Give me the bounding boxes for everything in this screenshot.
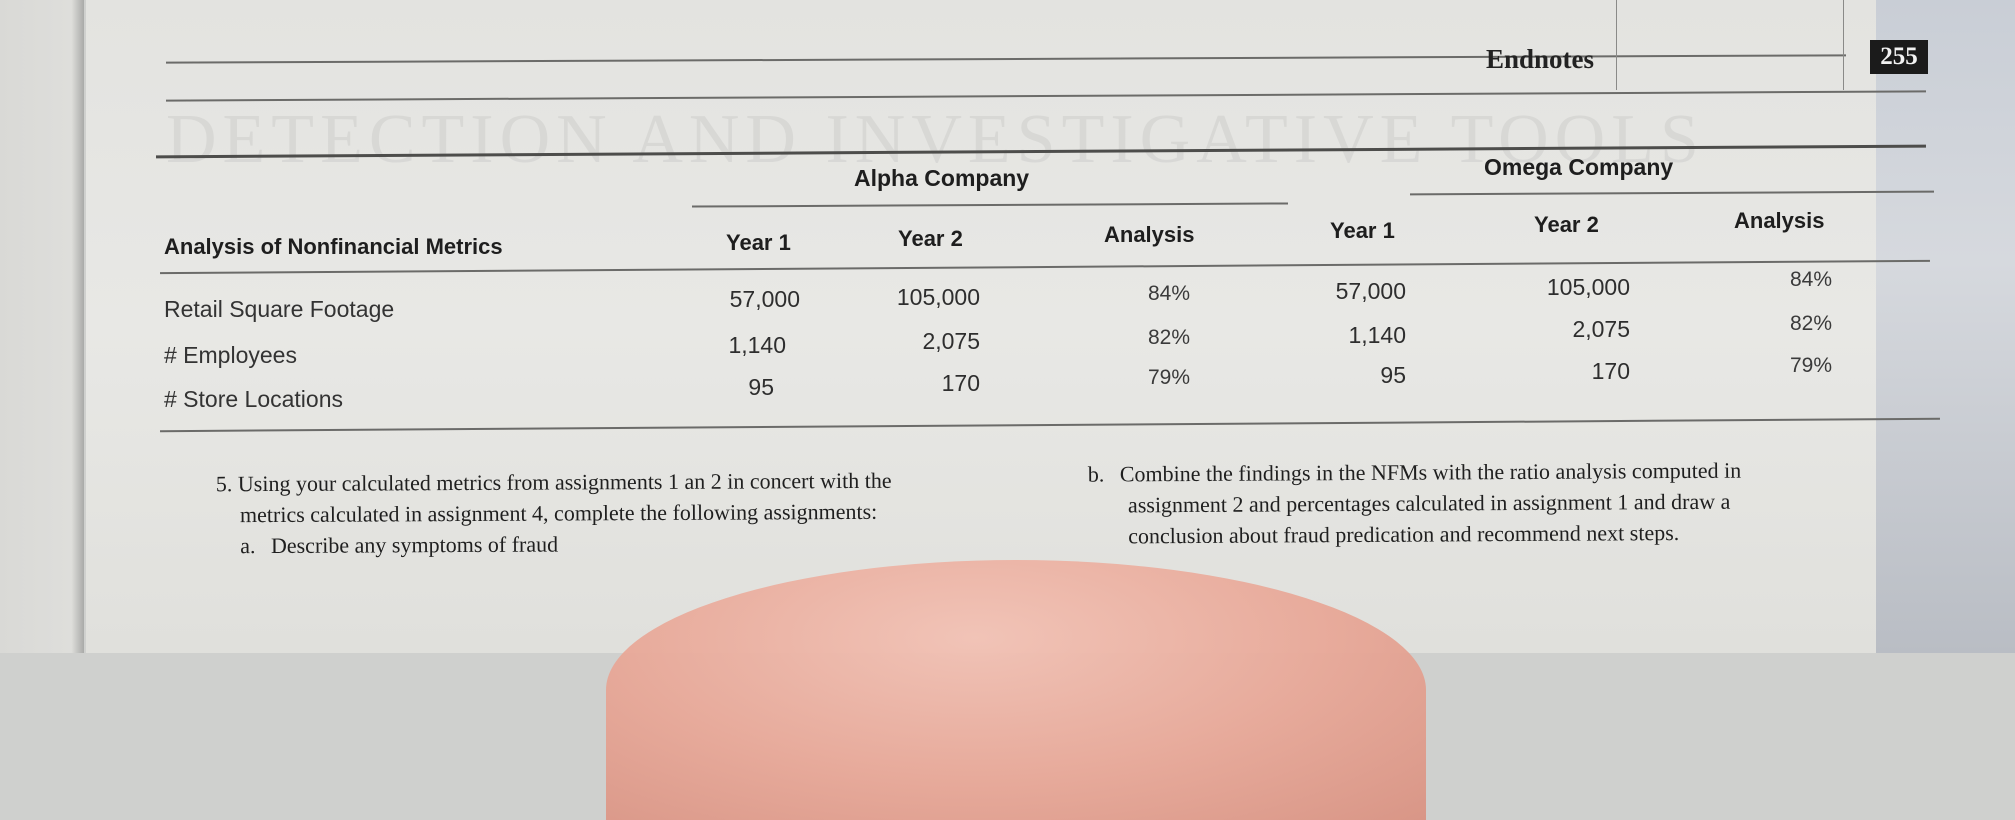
stub-column-header: Analysis of Nonfinancial Metrics: [164, 234, 503, 259]
alpha-year2-value: 2,075: [922, 328, 980, 354]
col-header-alpha-year1: Year 1: [726, 230, 791, 255]
header-divider: [1616, 0, 1617, 90]
question-5: 5. Using your calculated metrics from as…: [216, 464, 1096, 562]
group-header-alpha: Alpha Company: [854, 165, 1030, 191]
background-surface: [1855, 0, 2015, 653]
question-5-number: 5.: [215, 471, 233, 497]
omega-analysis-value: 79%: [1789, 354, 1832, 377]
header-divider-2: [1843, 0, 1844, 90]
col-header-omega-year2: Year 2: [1534, 212, 1599, 237]
col-header-omega-year1: Year 1: [1330, 218, 1395, 243]
omega-year2-value: 170: [1591, 358, 1630, 384]
running-header-title: Endnotes: [1486, 44, 1595, 74]
col-header-alpha-year2: Year 2: [898, 226, 963, 251]
omega-year1-value: 95: [1380, 362, 1406, 388]
omega-year2-value: 2,075: [1572, 316, 1630, 342]
row-label: # Employees: [164, 342, 297, 368]
bleed-through-text: DETECTION AND INVESTIGATIVE TOOLS: [166, 101, 1705, 178]
question-5-line-2: metrics calculated in assignment 4, comp…: [239, 498, 878, 528]
book-spine-edge: [0, 0, 84, 653]
omega-year1-value: 57,000: [1335, 278, 1406, 304]
alpha-analysis-value: 82%: [1147, 326, 1190, 349]
question-5-line-1: Using your calculated metrics from assig…: [237, 467, 892, 497]
question-b-line-1: Combine the findings in the NFMs with th…: [1119, 457, 1742, 487]
question-b-letter: b.: [1087, 461, 1105, 487]
header-separator-rule: [160, 259, 1930, 275]
col-header-alpha-analysis: Analysis: [1104, 222, 1195, 247]
alpha-year1-value: 1,140: [728, 332, 786, 358]
finger-in-photo: [606, 560, 1426, 820]
question-a-letter: a.: [240, 533, 256, 559]
question-b-line-3: conclusion about fraud predication and r…: [1128, 520, 1680, 549]
alpha-analysis-value: 84%: [1147, 282, 1190, 305]
textbook-page: DETECTION AND INVESTIGATIVE TOOLS Endnot…: [86, 0, 1940, 820]
col-header-omega-analysis: Analysis: [1734, 208, 1825, 233]
omega-year2-value: 105,000: [1546, 274, 1630, 300]
group-header-omega: Omega Company: [1484, 154, 1674, 180]
omega-analysis-value: 84%: [1789, 268, 1832, 291]
omega-analysis-value: 82%: [1789, 312, 1832, 335]
alpha-year1-value: 57,000: [729, 286, 800, 312]
row-label: # Store Locations: [164, 386, 344, 412]
table-bottom-rule: [160, 417, 1940, 433]
alpha-analysis-value: 79%: [1147, 366, 1190, 389]
alpha-group-underline: [691, 202, 1289, 208]
alpha-year2-value: 105,000: [896, 284, 980, 310]
question-a-text: Describe any symptoms of fraud: [270, 531, 559, 559]
page-number: 255: [1870, 40, 1928, 74]
alpha-year1-value: 95: [748, 374, 774, 400]
question-b: b. Combine the findings in the NFMs with…: [1088, 453, 1949, 551]
alpha-year2-value: 170: [941, 370, 980, 396]
omega-year1-value: 1,140: [1348, 322, 1406, 348]
row-label: Retail Square Footage: [164, 296, 395, 322]
omega-group-underline: [1409, 190, 1935, 196]
